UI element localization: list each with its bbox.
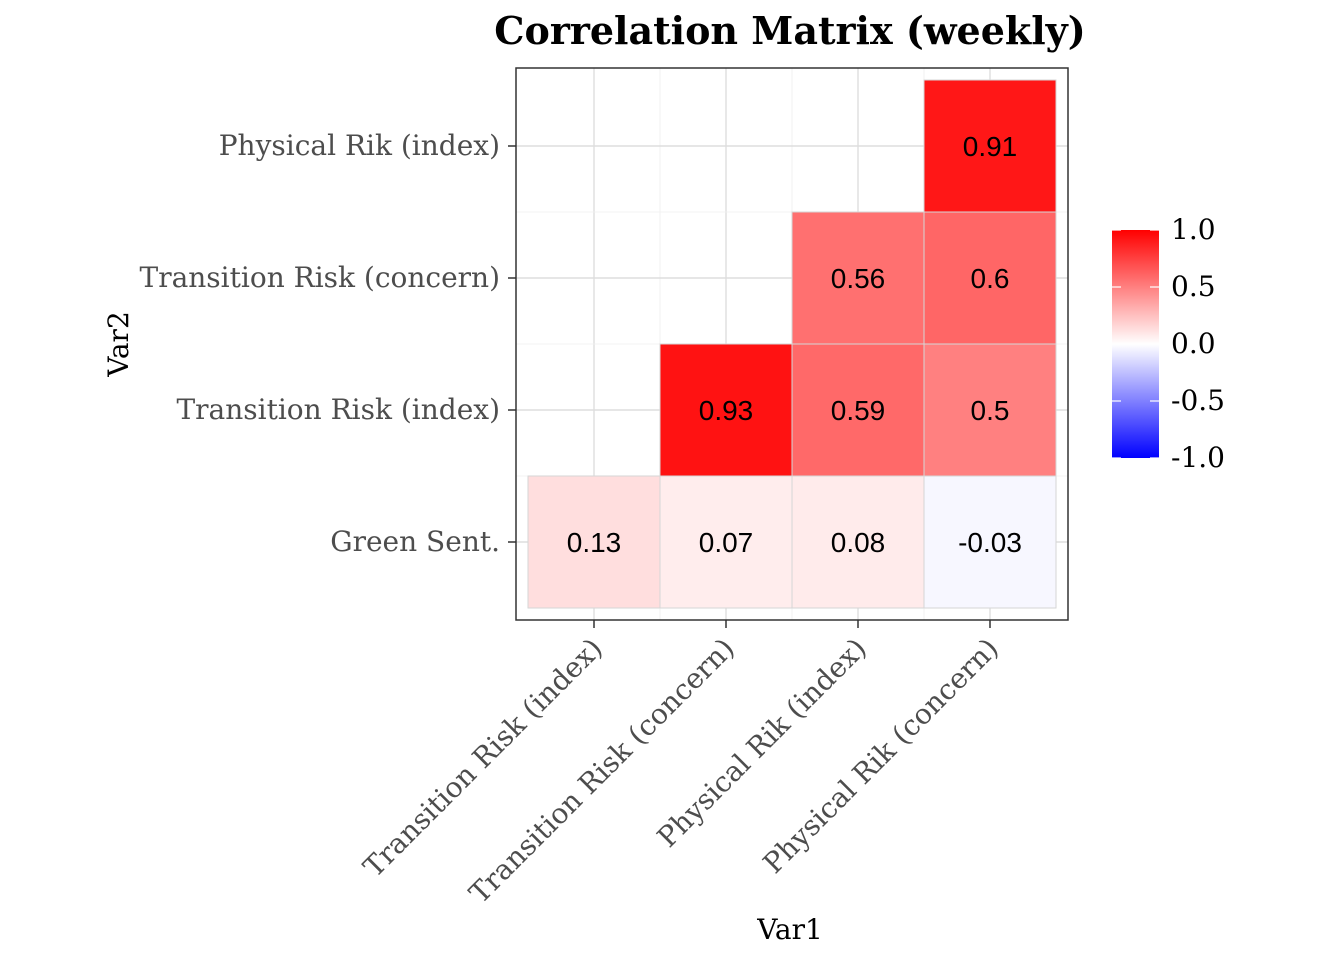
x-tick-label: Physical Rik (concern)	[757, 632, 1005, 880]
y-axis: Green Sent. Transition Risk (index) Transi…	[140, 129, 516, 558]
y-tick-label: Green Sent.	[330, 525, 500, 558]
heatmap-cell	[923, 475, 1057, 609]
cell-value-label: 0.07	[699, 527, 754, 558]
x-axis-title: Var1	[756, 913, 823, 946]
panel-border	[515, 67, 1069, 621]
cell-value-label: 0.93	[699, 395, 754, 426]
cell-value-label: 0.56	[831, 263, 886, 294]
cell-value-label: 0.5	[971, 395, 1010, 426]
heatmap-cell	[923, 79, 1057, 213]
cell-value-label: 0.91	[963, 131, 1018, 162]
x-axis: Transition Risk (index)Transition Risk (…	[357, 620, 1005, 910]
y-axis-title: Var2	[102, 311, 135, 378]
y-tick-label: Transition Risk (concern)	[140, 261, 500, 294]
heatmap-cells	[527, 79, 1057, 609]
cell-value-label: 0.13	[567, 527, 622, 558]
y-tick-label: Physical Rik (index)	[219, 129, 500, 162]
x-tick-label: Transition Risk (concern)	[463, 632, 741, 910]
heatmap-cell	[791, 475, 925, 609]
heatmap-cell	[791, 343, 925, 477]
cell-value-label: 0.6	[971, 263, 1010, 294]
cell-value-label: 0.59	[831, 395, 886, 426]
color-legend: 1.0 0.5 0.0 -0.5 -1.0	[1112, 213, 1225, 474]
x-tick-label: Transition Risk (index)	[357, 632, 609, 884]
cell-labels: 0.13 0.07 0.08 -0.03 0.93 0.59 0.5 0.56 0.6 0.91	[567, 131, 1022, 558]
legend-tick-label: 0.5	[1171, 270, 1216, 303]
heatmap-cell	[659, 475, 793, 609]
legend-tick-label: -1.0	[1171, 441, 1225, 474]
legend-tick-label: 0.0	[1171, 327, 1216, 360]
cell-value-label: -0.03	[958, 527, 1022, 558]
cell-value-label: 0.08	[831, 527, 886, 558]
legend-tick-label: -0.5	[1171, 384, 1225, 417]
heatmap-cell	[923, 211, 1057, 345]
chart-title: Correlation Matrix (weekly)	[494, 8, 1086, 53]
heatmap-cell	[527, 475, 661, 609]
legend-tick-label: 1.0	[1171, 213, 1216, 246]
heatmap-cell	[791, 211, 925, 345]
y-tick-label: Transition Risk (index)	[176, 393, 500, 426]
